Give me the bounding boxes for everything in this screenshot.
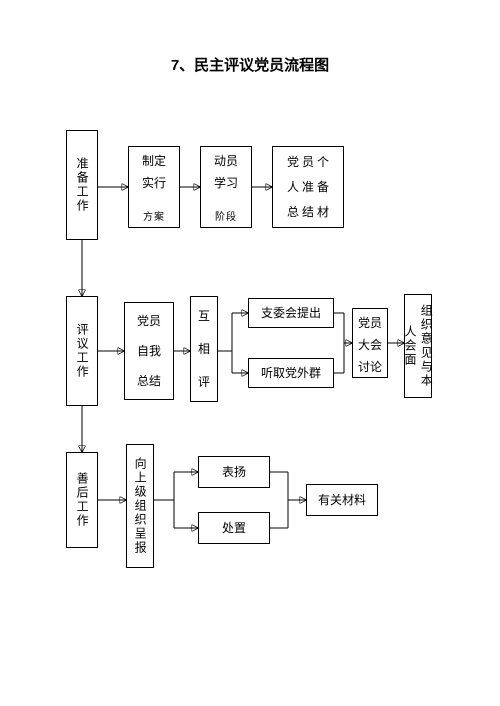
node-n2a-line2: 自我 — [137, 343, 161, 359]
flowchart-canvas: 7、民主评议党员流程图准备工作制定实行方案动员学习阶段党 员 个人 准 备总 结… — [0, 0, 500, 706]
node-n2b-line1: 互 — [198, 308, 210, 324]
node-n1b-foot: 阶段 — [215, 211, 237, 225]
node-n1a-line2: 实行 — [142, 175, 166, 191]
node-stage1: 准备工作 — [66, 130, 98, 240]
node-n2a-line1: 党员 — [137, 313, 161, 329]
node-n2e: 组织意见与本人会面 — [404, 294, 432, 398]
node-stage3: 善后工作 — [66, 452, 98, 548]
node-n2c2: 听取党外群 — [248, 358, 334, 388]
node-stage2: 评议工作 — [66, 296, 98, 406]
node-n1c-line2: 人 准 备 — [287, 179, 329, 195]
node-n2b-line2: 相 — [198, 341, 210, 357]
node-n2d-line1: 党员 — [358, 315, 382, 331]
node-n1a-foot: 方案 — [143, 211, 165, 225]
node-n1b-line1: 动员 — [214, 153, 238, 169]
node-n2d-line3: 讨论 — [358, 359, 382, 375]
page-title: 7、民主评议党员流程图 — [0, 54, 500, 75]
node-n3c: 有关材料 — [306, 484, 378, 516]
node-n1b: 动员学习阶段 — [200, 146, 252, 228]
node-n2b: 互相评 — [190, 296, 218, 402]
node-n2a: 党员自我总结 — [124, 302, 174, 400]
node-n1c: 党 员 个人 准 备总 结 材 — [272, 146, 344, 228]
node-n1a-line1: 制定 — [142, 153, 166, 169]
node-n2c1: 支委会提出 — [248, 298, 334, 328]
node-n1a: 制定实行方案 — [128, 146, 180, 228]
node-n3b2: 处置 — [198, 512, 270, 544]
node-n2a-line3: 总结 — [137, 373, 161, 389]
node-n3a: 向上级组织呈报 — [126, 444, 154, 568]
node-n3b1: 表扬 — [198, 456, 270, 488]
node-n1b-line2: 学习 — [214, 175, 238, 191]
node-n2d: 党员大会讨论 — [352, 308, 388, 378]
node-n1c-line3: 总 结 材 — [287, 204, 329, 220]
node-n2b-line3: 评 — [198, 374, 210, 390]
node-n1c-line1: 党 员 个 — [287, 154, 329, 170]
node-n2d-line2: 大会 — [358, 337, 382, 353]
